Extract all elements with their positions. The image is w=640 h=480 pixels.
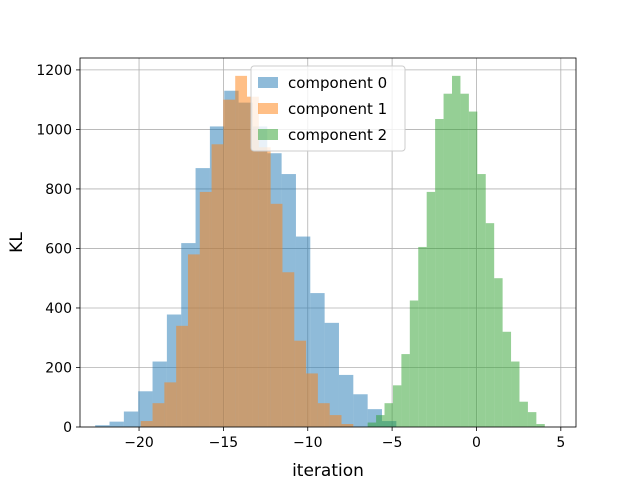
y-axis: 0 200 400 600 800 1000 1200 — [36, 63, 80, 436]
histogram-bar — [164, 382, 177, 427]
histogram-bar — [109, 421, 124, 427]
histogram-bar — [187, 254, 200, 427]
histogram-bar — [95, 425, 110, 427]
histogram-bar — [317, 403, 330, 427]
histogram-bar — [306, 373, 318, 427]
x-tick-label: −20 — [124, 435, 154, 451]
histogram-bar — [353, 394, 368, 427]
histogram-bar — [418, 246, 427, 427]
histogram-bar — [338, 374, 354, 427]
histogram-bar — [123, 411, 139, 427]
histogram-bar — [392, 385, 402, 427]
x-tick-label: −5 — [382, 435, 403, 451]
histogram-bar — [435, 119, 444, 428]
legend-swatch — [258, 103, 278, 114]
y-tick-label: 200 — [45, 360, 72, 376]
y-tick-label: 0 — [63, 420, 72, 436]
histogram-bar — [199, 191, 212, 427]
histogram-bar — [536, 424, 545, 427]
histogram-bar — [485, 223, 495, 427]
legend-label: component 2 — [288, 126, 387, 144]
y-tick-label: 600 — [45, 241, 72, 257]
histogram-bar — [426, 191, 436, 427]
x-tick-label: 5 — [556, 435, 565, 451]
histogram-bar — [282, 272, 295, 427]
histogram-bar — [235, 75, 248, 428]
histogram-bar — [329, 415, 342, 427]
histogram-bar — [367, 422, 377, 427]
legend-label: component 1 — [288, 100, 387, 118]
y-tick-label: 800 — [45, 182, 72, 198]
legend-item: component 0 — [258, 74, 387, 92]
histogram-bar — [140, 421, 153, 427]
histogram-bar — [519, 401, 528, 427]
histogram-bar — [460, 93, 469, 427]
histogram-bar — [384, 403, 393, 427]
y-tick-label: 1200 — [36, 63, 72, 79]
histogram-bar — [477, 174, 486, 427]
histogram-bar — [247, 96, 259, 427]
histogram-bar — [443, 93, 452, 427]
x-axis: −20 −15 −10 −5 0 5 — [124, 427, 565, 451]
axes-frame — [79, 57, 577, 428]
histogram-bar — [452, 75, 461, 428]
histogram-bar — [211, 144, 224, 427]
histogram-bar — [270, 203, 283, 427]
legend-swatch — [258, 129, 278, 140]
series-2 — [367, 75, 545, 428]
histogram-bar — [401, 354, 410, 427]
legend-swatch — [258, 77, 278, 88]
histogram-bar — [258, 147, 271, 427]
x-tick-label: −10 — [293, 435, 323, 451]
histogram-bar — [341, 424, 354, 427]
y-tick-label: 1000 — [36, 122, 72, 138]
legend-item: component 2 — [258, 126, 387, 144]
legend-box — [250, 65, 406, 152]
legend-item: component 1 — [258, 100, 387, 118]
histogram-bar — [502, 331, 512, 427]
histogram-bar — [324, 322, 339, 427]
y-axis-label: KL — [7, 232, 27, 253]
histogram-bars — [95, 75, 545, 428]
histogram-bar — [468, 111, 478, 427]
histogram-bar — [294, 340, 307, 427]
histogram-bar — [223, 99, 236, 428]
legend: component 0 component 1 component 2 — [250, 65, 406, 152]
histogram-bar — [152, 403, 165, 427]
histogram-bar — [494, 278, 503, 427]
legend-label: component 0 — [288, 74, 387, 92]
histogram-bar — [138, 391, 153, 427]
x-tick-label: 0 — [472, 435, 481, 451]
histogram-bar — [176, 325, 188, 427]
histogram-bar — [409, 300, 419, 427]
x-axis-label: iteration — [292, 461, 364, 480]
histogram-bar — [376, 415, 385, 427]
series-1 — [140, 75, 354, 428]
histogram-bar — [511, 361, 520, 427]
y-tick-label: 400 — [45, 301, 72, 317]
histogram-bar — [527, 412, 537, 427]
x-tick-label: −15 — [209, 435, 239, 451]
